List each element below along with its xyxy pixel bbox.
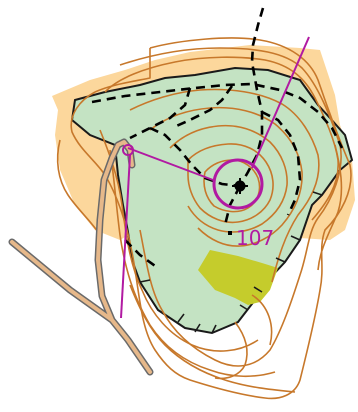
trail-path bbox=[129, 87, 192, 140]
road-junction-marker bbox=[122, 144, 134, 156]
contour-line bbox=[317, 144, 343, 271]
trail-path bbox=[261, 110, 302, 216]
trail-path bbox=[238, 7, 265, 187]
trail-path bbox=[223, 185, 242, 226]
trail-path bbox=[149, 126, 241, 188]
forest-area bbox=[70, 66, 354, 335]
contour-lines bbox=[56, 37, 352, 400]
contour-line bbox=[104, 56, 339, 221]
trail-path bbox=[171, 85, 234, 130]
contour-line bbox=[99, 129, 259, 352]
contour-line bbox=[251, 294, 273, 346]
control-circle[interactable] bbox=[212, 158, 264, 210]
contour-line bbox=[214, 321, 248, 380]
contour-line bbox=[169, 124, 288, 233]
contour-line bbox=[119, 47, 342, 367]
slope-ticks bbox=[139, 191, 323, 334]
contour-line bbox=[129, 88, 320, 283]
course-leg bbox=[251, 36, 310, 169]
course-leg bbox=[120, 154, 131, 319]
contour-line bbox=[94, 48, 151, 93]
contour-line bbox=[187, 143, 274, 224]
spot-feature bbox=[228, 231, 232, 235]
contour-line bbox=[149, 106, 303, 247]
trail-path bbox=[124, 239, 159, 270]
contour-line bbox=[134, 37, 352, 400]
contour-line bbox=[129, 284, 296, 393]
trails bbox=[91, 7, 344, 270]
trail-path bbox=[91, 82, 344, 149]
control-number-label: 107 bbox=[236, 226, 274, 250]
course-lines bbox=[120, 36, 310, 319]
course-leg bbox=[127, 147, 214, 181]
rough-green-area bbox=[198, 250, 278, 305]
contour-line bbox=[56, 139, 101, 236]
